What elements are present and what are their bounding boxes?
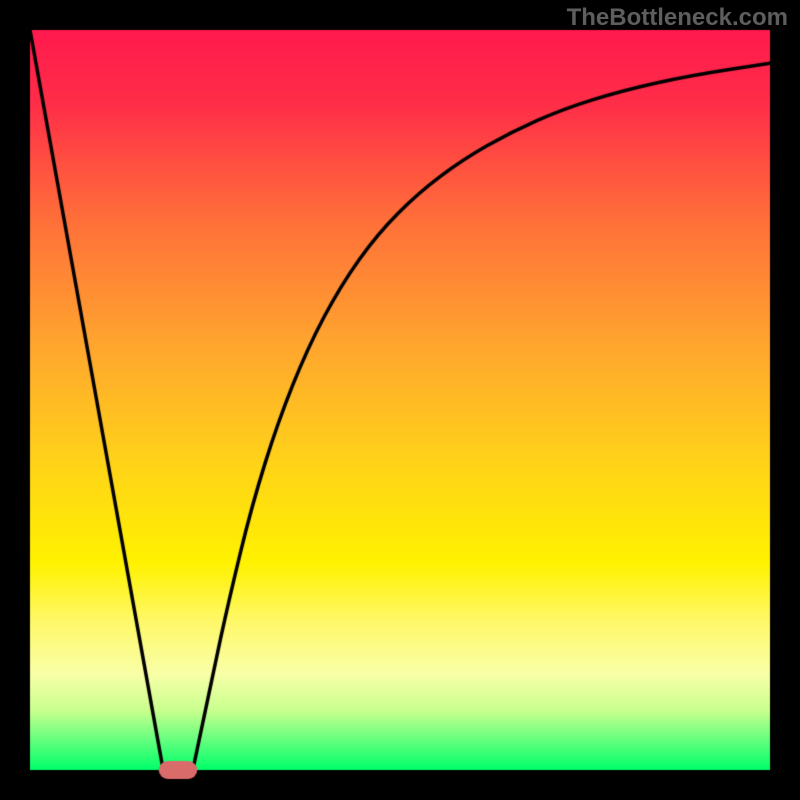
chart-container: TheBottleneck.com — [0, 0, 800, 800]
bottleneck-curve-chart — [0, 0, 800, 800]
watermark-label: TheBottleneck.com — [567, 4, 788, 32]
